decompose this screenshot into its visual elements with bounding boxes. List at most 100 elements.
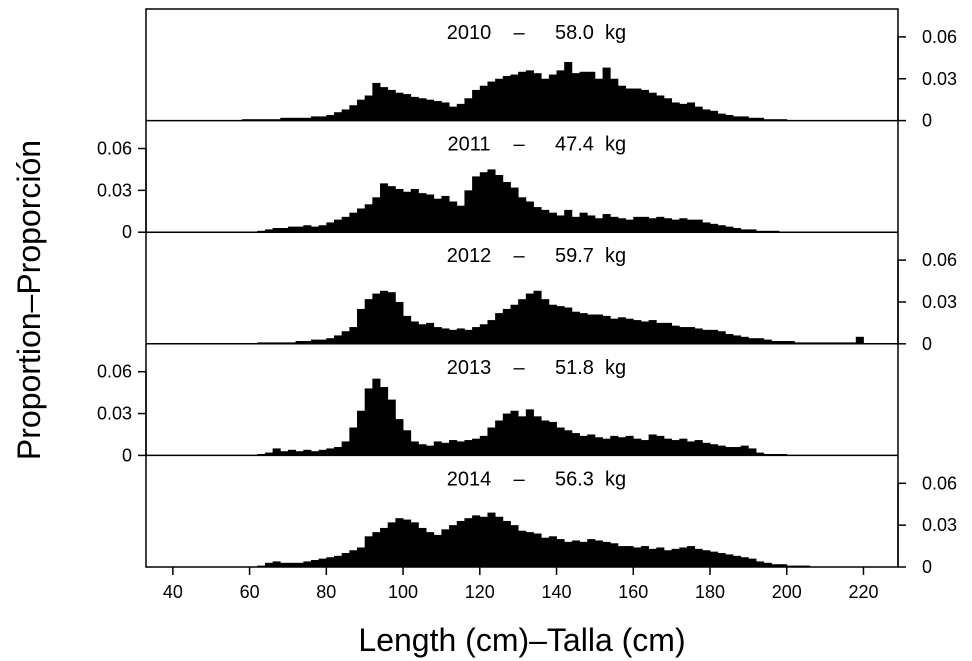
bar-2010-86 xyxy=(349,105,358,121)
bar-2010-124 xyxy=(495,78,504,121)
bar-2010-186 xyxy=(733,116,742,121)
bar-2011-156 xyxy=(617,218,626,233)
bar-2013-172 xyxy=(679,438,688,456)
y-tick-label: 0.06 xyxy=(922,473,957,493)
bar-2010-188 xyxy=(740,116,749,121)
bar-2011-104 xyxy=(418,193,427,233)
bar-2011-124 xyxy=(495,175,504,233)
bar-2010-146 xyxy=(579,71,588,121)
bar-2014-150 xyxy=(594,540,603,567)
bar-2012-184 xyxy=(725,334,734,344)
bar-2014-136 xyxy=(541,537,550,567)
bar-2014-84 xyxy=(341,553,350,567)
panel-2012: 2012– 59.7 kg 0 0.03 0.06 xyxy=(257,245,957,354)
bar-2014-90 xyxy=(364,536,373,567)
y-tick-label: 0.03 xyxy=(922,292,957,312)
bar-2011-130 xyxy=(518,197,527,233)
frame-layer xyxy=(145,8,899,568)
bar-2011-126 xyxy=(502,181,511,233)
bar-2013-150 xyxy=(594,437,603,456)
bar-2011-174 xyxy=(686,219,696,233)
bar-2011-86 xyxy=(349,212,358,233)
bar-2012-200 xyxy=(786,341,795,344)
bar-2012-190 xyxy=(748,338,757,344)
bar-2010-150 xyxy=(594,78,603,121)
panel-title-year: 2014 xyxy=(447,468,492,490)
x-tick-label: 40 xyxy=(163,582,183,602)
bar-2012-148 xyxy=(587,314,596,344)
bar-2013-112 xyxy=(449,440,458,456)
bar-2012-172 xyxy=(679,327,688,344)
bar-2011-96 xyxy=(387,186,396,233)
panel-title-year: 2013 xyxy=(447,357,492,379)
bar-2010-168 xyxy=(663,98,673,121)
bar-2012-198 xyxy=(779,341,788,344)
bar-2014-140 xyxy=(556,539,565,567)
bar-2013-170 xyxy=(671,440,680,456)
bar-2010-162 xyxy=(640,89,650,121)
bar-2013-100 xyxy=(403,430,412,456)
bar-2012-158 xyxy=(625,318,634,344)
panel-title-sep: – xyxy=(513,468,525,490)
bar-2011-190 xyxy=(748,229,757,233)
bar-2013-98 xyxy=(395,419,404,456)
bar-2011-90 xyxy=(364,204,373,233)
bar-2014-176 xyxy=(694,548,703,567)
bar-2011-154 xyxy=(610,216,619,233)
x-tick-label: 180 xyxy=(695,582,725,602)
bar-2010-140 xyxy=(556,70,565,121)
y-tick-label: 0 xyxy=(922,111,932,131)
bar-2012-134 xyxy=(533,290,542,344)
bar-2014-146 xyxy=(579,541,588,567)
y-axis-2012: 0 0.03 0.06 xyxy=(897,250,957,354)
bar-2012-128 xyxy=(510,304,519,344)
bar-2010-72 xyxy=(295,117,304,121)
bar-2013-154 xyxy=(610,435,619,456)
bar-2010-138 xyxy=(548,74,557,121)
y-tick-label: 0 xyxy=(922,557,932,577)
bar-2010-134 xyxy=(533,73,542,121)
bar-2012-116 xyxy=(464,329,473,344)
bar-2013-144 xyxy=(571,433,580,456)
bar-2014-106 xyxy=(426,532,435,568)
bar-2014-174 xyxy=(686,546,696,567)
bar-2012-80 xyxy=(326,338,335,344)
bar-2010-174 xyxy=(686,102,696,121)
bar-2013-118 xyxy=(472,438,481,456)
bar-2012-118 xyxy=(472,327,481,344)
bar-2013-134 xyxy=(533,416,542,456)
bar-2014-80 xyxy=(326,557,335,567)
bar-2012-160 xyxy=(633,320,642,344)
bar-2011-188 xyxy=(740,229,749,233)
bar-2012-108 xyxy=(433,327,442,344)
panel-title-year: 2010 xyxy=(447,22,492,44)
bar-2010-106 xyxy=(426,99,435,121)
bar-2013-80 xyxy=(326,448,335,456)
bar-2014-170 xyxy=(671,548,680,567)
bar-2013-84 xyxy=(341,441,350,456)
y-axis-title: Proportion–Proporción xyxy=(11,140,47,460)
bar-2012-76 xyxy=(310,339,320,344)
y-axis-2013: 0 0.03 0.06 xyxy=(97,362,147,465)
bar-2014-144 xyxy=(571,540,580,567)
bar-2012-94 xyxy=(380,290,389,344)
bar-2013-78 xyxy=(318,449,327,456)
bar-2012-88 xyxy=(357,308,366,344)
bar-2014-158 xyxy=(625,546,634,567)
bar-2012-122 xyxy=(487,320,496,344)
bar-2010-126 xyxy=(502,75,511,121)
bar-2011-102 xyxy=(410,188,419,233)
bar-2013-74 xyxy=(303,449,312,456)
bar-2011-142 xyxy=(564,209,573,233)
bar-2011-72 xyxy=(295,226,304,233)
bar-2014-134 xyxy=(533,533,542,567)
bar-2011-160 xyxy=(633,216,642,233)
bar-2014-118 xyxy=(472,515,481,567)
bar-2014-196 xyxy=(771,564,780,567)
bar-2013-178 xyxy=(702,442,711,456)
bar-2013-92 xyxy=(372,378,381,456)
bar-2013-174 xyxy=(686,441,696,456)
bar-2010-160 xyxy=(633,88,642,121)
bar-2011-144 xyxy=(571,216,580,233)
